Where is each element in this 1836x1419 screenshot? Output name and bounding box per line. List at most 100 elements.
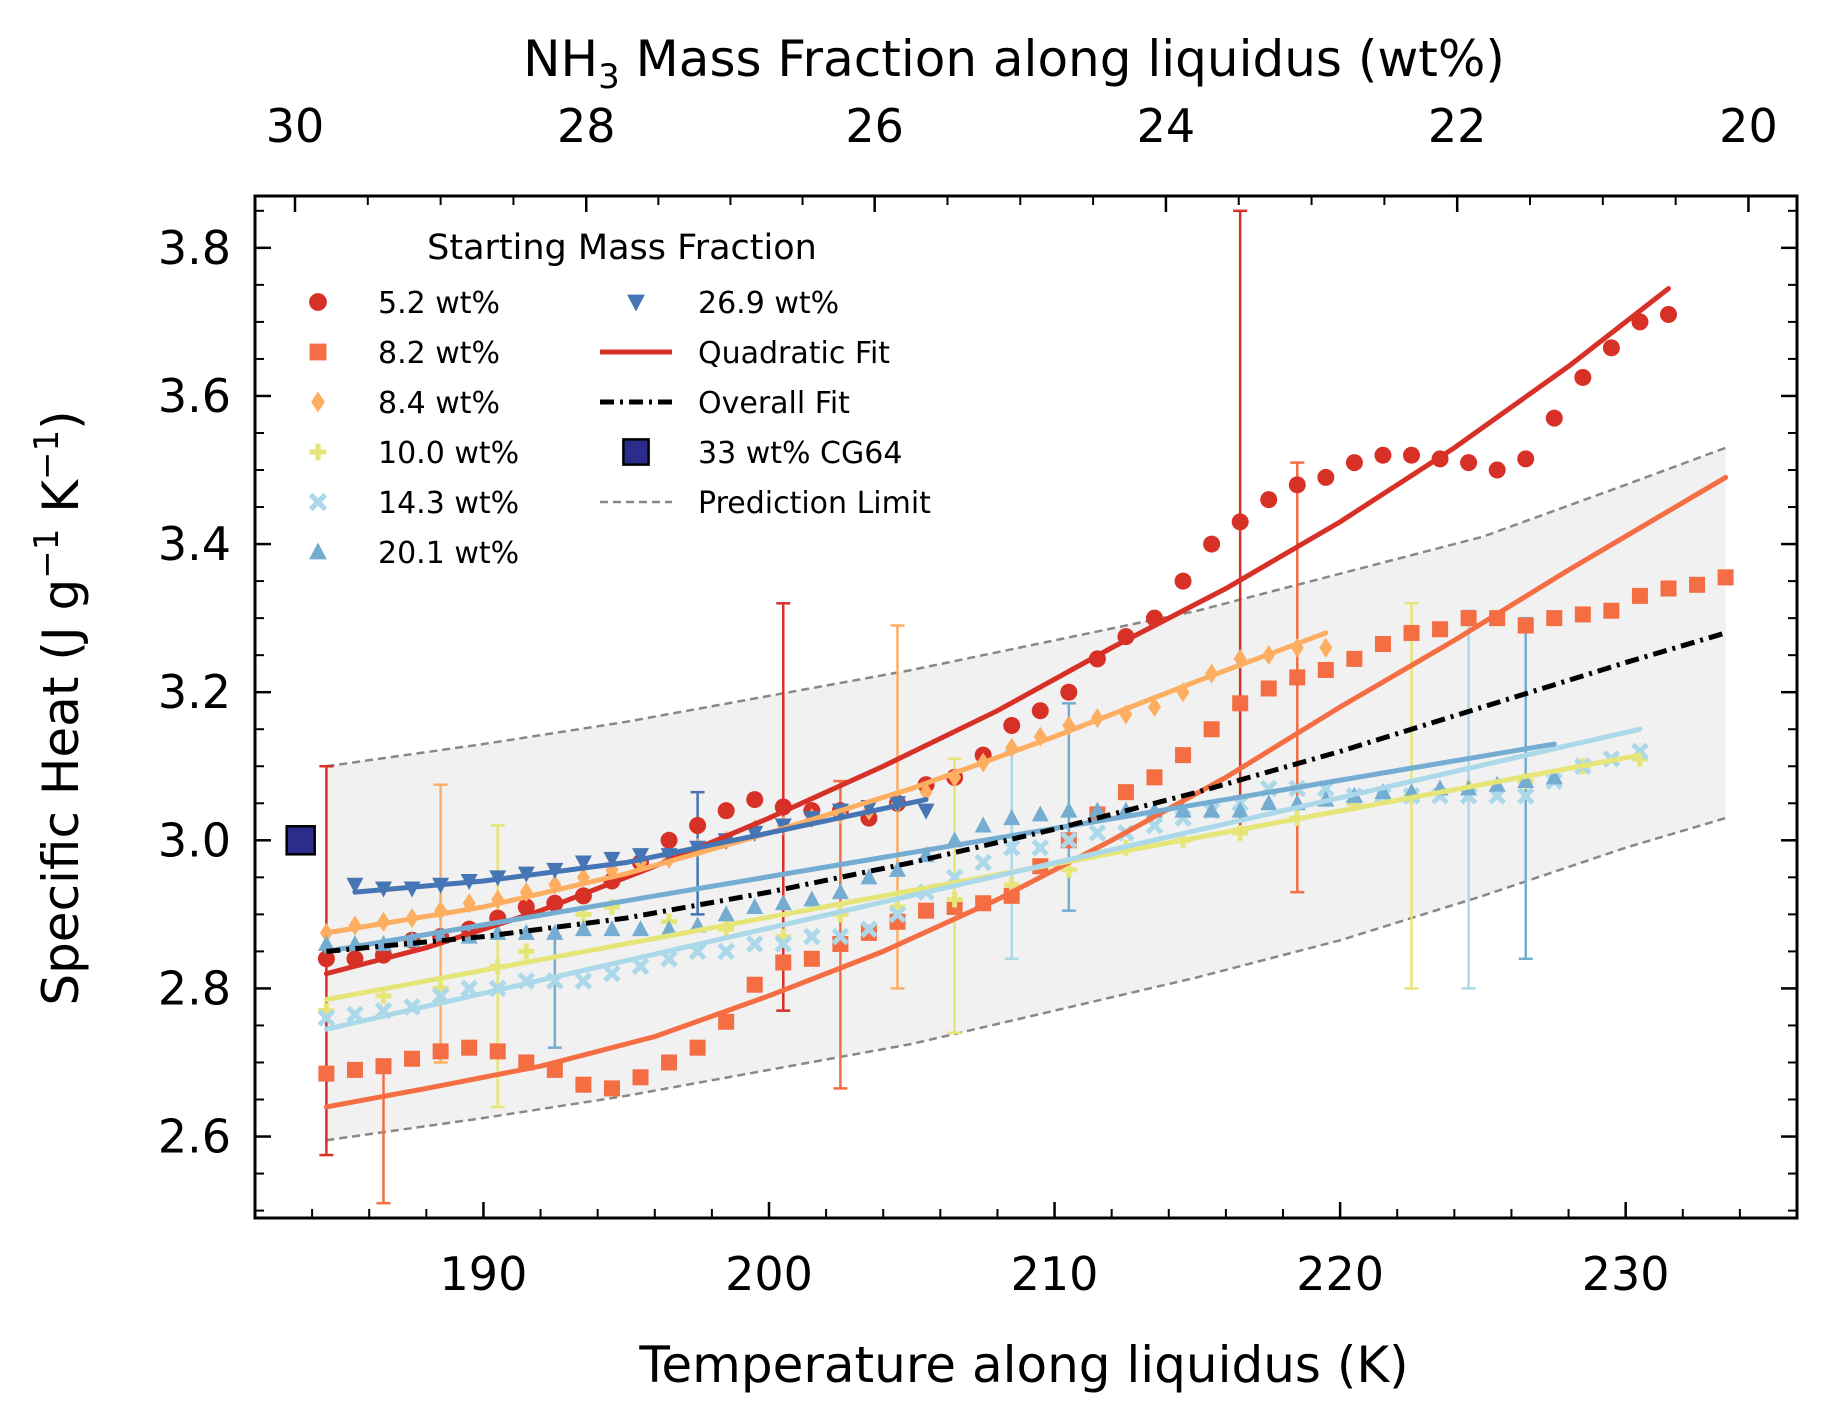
data-point (1517, 617, 1534, 634)
data-point (1574, 368, 1592, 386)
y-tick-label: 2.8 (158, 961, 231, 1015)
data-point (746, 897, 764, 914)
data-point (1403, 446, 1420, 464)
legend-entry: 5.2 wt% (309, 286, 500, 321)
legend-swatch-marker (309, 293, 327, 311)
top-axis-title-part1: NH (523, 30, 598, 88)
legend-entry: 26.9 wt% (627, 286, 839, 321)
data-point (574, 855, 592, 872)
data-point (717, 802, 735, 820)
data-point (1319, 637, 1333, 658)
data-point (1432, 621, 1449, 638)
x-tick-label: 210 (1011, 1247, 1099, 1301)
legend-label: Quadratic Fit (698, 336, 890, 371)
data-point (1660, 305, 1677, 323)
legend-label: 33 wt% CG64 (698, 436, 902, 471)
data-point (860, 920, 878, 938)
y-tick-label: 3.8 (158, 221, 231, 275)
data-point (632, 848, 649, 865)
data-point (317, 934, 335, 951)
legend-label: 26.9 wt% (698, 286, 839, 321)
data-point (889, 860, 906, 877)
legend-swatch-marker (308, 492, 328, 512)
data-point (517, 923, 535, 940)
data-point (746, 791, 764, 809)
data-point (1203, 535, 1221, 553)
legend-label: 14.3 wt% (378, 486, 519, 521)
legend-entry: Overall Fit (600, 386, 850, 421)
x-tick-label: 230 (1582, 1247, 1670, 1301)
data-point (574, 920, 592, 937)
data-point (1031, 838, 1050, 857)
cg64-point (285, 825, 316, 856)
legend-swatch-marker (309, 343, 327, 361)
data-point (661, 1054, 678, 1071)
data-point (1488, 461, 1506, 479)
data-point (803, 927, 821, 946)
legend-label: 8.2 wt% (378, 336, 500, 371)
data-point (1289, 669, 1306, 686)
data-point (774, 935, 793, 953)
plot-frame (253, 194, 1799, 1220)
data-point (1088, 801, 1106, 818)
data-point (1717, 569, 1734, 586)
legend-entry: Prediction Limit (600, 486, 931, 521)
data-point (1002, 838, 1021, 857)
legend-entry: 8.4 wt% (311, 386, 500, 421)
data-point (660, 920, 678, 937)
data-point (1317, 661, 1334, 678)
axes-layer: 190 200 210 220 230 30 28 26 24 22 20 2.6 2.8 3.0 3.2 3… (158, 99, 1799, 1301)
legend: Starting Mass Fraction 5.2 wt% 8.2 wt% 8.4 … (308, 228, 931, 571)
legend-swatch-marker (309, 542, 327, 560)
prediction-limit-upper (326, 446, 1727, 768)
legend-swatch-marker (309, 443, 327, 461)
data-point (1345, 454, 1363, 472)
data-point (774, 894, 792, 911)
marker-layer (317, 305, 1734, 1097)
data-point (1288, 476, 1306, 494)
x-axis-title: Temperature along liquidus (K) (638, 1336, 1408, 1394)
data-point (1031, 702, 1049, 720)
legend-swatch-marker (627, 294, 645, 312)
x-tick-label: 190 (440, 1247, 528, 1301)
overall-fit-line (326, 630, 1727, 954)
data-point (1260, 491, 1278, 509)
data-point (575, 1076, 592, 1093)
data-point (632, 1069, 649, 1086)
y-tick-label: 3.4 (158, 517, 231, 571)
legend-entry: 10.0 wt% (309, 436, 519, 471)
data-point (489, 1043, 506, 1060)
prediction-band-fill (326, 447, 1726, 1141)
y-axis-title-part2: K (32, 479, 90, 529)
data-point (318, 1065, 335, 1082)
data-point (775, 954, 792, 971)
data-point (1574, 606, 1591, 623)
data-point (1231, 801, 1249, 818)
data-point (461, 1039, 478, 1056)
data-point (1203, 801, 1221, 818)
data-point (745, 935, 764, 953)
data-point (1631, 587, 1648, 604)
data-point (1231, 513, 1249, 531)
y-tick-label: 3.2 (158, 665, 231, 719)
data-point (1374, 446, 1392, 464)
data-point (631, 957, 650, 975)
data-point (917, 803, 935, 820)
data-point (803, 890, 821, 907)
data-point (518, 943, 535, 960)
top-tick-label: 20 (1719, 99, 1778, 153)
data-point (632, 920, 649, 937)
data-point (546, 923, 564, 940)
data-point (831, 927, 850, 946)
data-point (603, 1080, 620, 1097)
data-point (1517, 450, 1535, 468)
legend-title: Starting Mass Fraction (427, 228, 817, 268)
quadratic-fit-line (323, 286, 1671, 977)
x-tick-label: 200 (725, 1247, 813, 1301)
legend-entry: 8.2 wt% (309, 336, 500, 371)
x-tick-label: 220 (1296, 1247, 1384, 1301)
y-tick-label: 3.6 (158, 369, 231, 423)
data-point (974, 853, 992, 872)
data-point (1088, 824, 1107, 842)
data-point (1260, 794, 1278, 811)
